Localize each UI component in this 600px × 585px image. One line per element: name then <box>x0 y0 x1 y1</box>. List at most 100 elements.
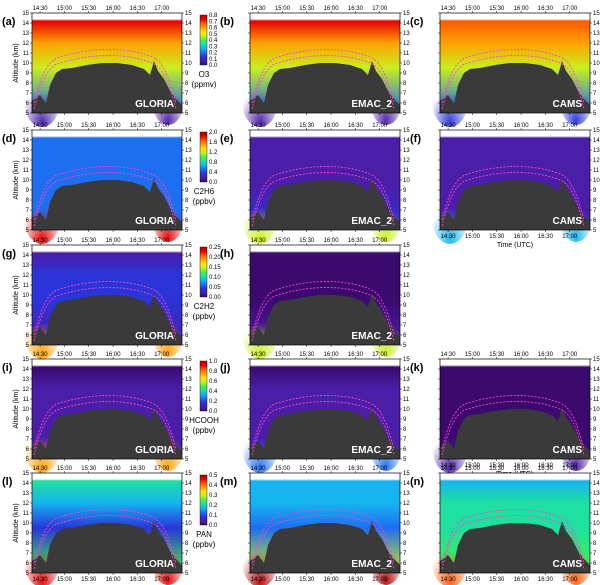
time-tick-label: 15:30 <box>489 352 505 358</box>
tropopause-line <box>441 172 585 227</box>
altitude-tick-label: 11 <box>185 397 192 403</box>
altitude-tick-label: 6 <box>403 218 407 224</box>
time-tick-label: 15:30 <box>489 463 505 469</box>
y-axis-label: Altitude (km) <box>13 389 20 428</box>
altitude-tick-label: 8 <box>185 81 189 87</box>
altitude-tick-label: 8 <box>593 81 597 87</box>
altitude-tick-label: 15 <box>22 243 29 249</box>
time-tick-label: 16:00 <box>324 352 340 358</box>
altitude-tick-label: 13 <box>22 31 29 37</box>
time-tick-label: 16:00 <box>514 352 530 358</box>
time-tick-label: 14:30 <box>441 466 457 472</box>
altitude-tick-label: 12 <box>403 387 410 393</box>
altitude-tick-label: 14 <box>22 481 29 487</box>
altitude-tick-label: 13 <box>22 377 29 383</box>
y-axis-label: Altitude (km) <box>13 275 20 314</box>
altitude-tick-label: 11 <box>593 397 600 403</box>
altitude-tick-label: 9 <box>593 188 597 194</box>
tropopause-line <box>33 401 177 456</box>
time-tick-label: 16:00 <box>514 466 530 472</box>
model-label: EMAC_2 <box>351 99 392 110</box>
time-tick-label: 16:00 <box>514 463 530 469</box>
altitude-tick-label: 7 <box>185 208 189 214</box>
time-tick-label: 17:00 <box>372 123 388 129</box>
colorbar-tick-label: 0.0 <box>209 180 218 186</box>
altitude-tick-label: 13 <box>403 148 410 154</box>
no-data-mask <box>32 293 182 345</box>
panel-g: 14:30 15:00 15:30 16:00 16:30 17:00 5 5 6 6 7 7 8 8 9 9… <box>2 238 221 359</box>
colorbar-tick-label: 0.05 <box>209 285 221 291</box>
time-tick-label: 16:00 <box>324 6 340 12</box>
altitude-tick-label: 6 <box>185 333 189 339</box>
time-tick-label: 15:30 <box>299 123 315 129</box>
no-data-mask <box>32 521 182 573</box>
altitude-tick-label: 11 <box>23 168 30 174</box>
altitude-tick-label: 11 <box>403 51 410 57</box>
altitude-tick-label: 10 <box>22 407 29 413</box>
altitude-tick-label: 6 <box>403 447 407 453</box>
time-tick-label: 16:00 <box>514 234 530 240</box>
time-tick-label: 14:30 <box>251 577 267 583</box>
time-tick-label: 15:30 <box>81 466 97 472</box>
altitude-tick-label: 5 <box>593 228 597 234</box>
tropopause-line <box>33 281 177 336</box>
colorbar-tick-label: 0.00 <box>209 295 221 301</box>
panel-d: 14:30 15:00 15:30 16:00 16:30 17:00 5 5 6 6 7 7 8 8 9 9… <box>2 123 218 244</box>
altitude-tick-label: 13 <box>22 263 29 269</box>
time-tick-label: 15:30 <box>81 6 97 12</box>
panel-m: 14:30 14:30 15:00 15:00 15:30 15:30 16:00 16:00… <box>220 466 410 585</box>
time-tick-label: 14:30 <box>33 466 49 472</box>
altitude-tick-label: 15 <box>22 11 29 17</box>
altitude-tick-label: 12 <box>22 158 29 164</box>
time-tick-label: 17:00 <box>372 6 388 12</box>
colorbar-tick-label: 0.8 <box>209 369 218 375</box>
time-tick-label: 16:30 <box>348 577 364 583</box>
altitude-tick-label: 13 <box>593 491 600 497</box>
time-tick-label: 15:00 <box>275 6 291 12</box>
y-axis-label: Altitude (km) <box>13 503 20 542</box>
altitude-tick-label: 13 <box>403 263 410 269</box>
altitude-tick-label: 8 <box>185 198 189 204</box>
altitude-tick-label: 9 <box>185 417 189 423</box>
altitude-tick-label: 5 <box>403 571 407 577</box>
colorbar-tick-label: 0.15 <box>209 265 221 271</box>
altitude-tick-label: 6 <box>185 447 189 453</box>
time-tick-label: 16:30 <box>538 463 554 469</box>
colorbar <box>199 474 208 526</box>
time-tick-label: 16:00 <box>106 123 122 129</box>
altitude-tick-label: 10 <box>403 407 410 413</box>
altitude-tick-label: 6 <box>26 447 30 453</box>
altitude-tick-label: 6 <box>403 101 407 107</box>
colorbar-tick-label: 0.2 <box>209 51 218 57</box>
altitude-tick-label: 12 <box>22 273 29 279</box>
altitude-tick-label: 13 <box>22 491 29 497</box>
no-data-mask <box>250 521 400 573</box>
altitude-tick-label: 5 <box>403 343 407 349</box>
time-tick-label: 17:00 <box>154 123 170 129</box>
panel-label: (n) <box>410 476 424 488</box>
no-data-mask <box>440 178 590 230</box>
tropopause-line <box>251 172 395 227</box>
panel-h: 14:30 15:00 15:30 16:00 16:30 17:00 5 6 7 8 9 10 11 1… <box>220 238 410 359</box>
altitude-tick-label: 5 <box>185 457 189 463</box>
altitude-tick-label: 11 <box>593 51 600 57</box>
altitude-tick-label: 9 <box>185 188 189 194</box>
colorbar-tick-label: 0.3 <box>209 44 218 50</box>
altitude-tick-label: 13 <box>593 377 600 383</box>
altitude-tick-label: 6 <box>26 561 30 567</box>
altitude-tick-label: 10 <box>185 293 192 299</box>
time-tick-label: 16:30 <box>130 123 146 129</box>
time-tick-label: 15:00 <box>465 466 481 472</box>
altitude-tick-label: 14 <box>22 367 29 373</box>
altitude-tick-label: 15 <box>22 471 29 477</box>
species-label: PAN <box>196 530 212 539</box>
altitude-tick-label: 12 <box>185 387 192 393</box>
time-tick-label: 16:00 <box>514 577 530 583</box>
altitude-tick-label: 14 <box>185 21 192 27</box>
tropopause-line <box>251 401 395 456</box>
altitude-tick-label: 7 <box>593 437 597 443</box>
altitude-tick-label: 10 <box>185 407 192 413</box>
altitude-tick-label: 15 <box>593 128 600 134</box>
colorbar-tick-label: 1.6 <box>209 140 218 146</box>
